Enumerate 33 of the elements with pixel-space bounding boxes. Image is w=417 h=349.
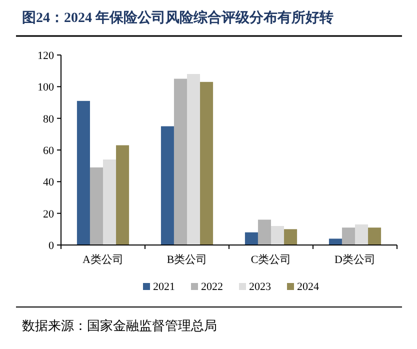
- bar: [103, 160, 116, 245]
- y-tick-label: 0: [48, 240, 54, 252]
- source-note: 数据来源：国家金融监督管理总局: [22, 318, 217, 333]
- bar: [116, 145, 130, 245]
- bar: [174, 78, 187, 245]
- bar: [244, 232, 258, 245]
- bar: [355, 224, 368, 245]
- y-tick-label: 20: [43, 208, 54, 220]
- y-tick-label: 80: [43, 113, 54, 126]
- chart-title: 图24：2024 年保险公司风险综合评级分布有所好转: [22, 9, 334, 26]
- legend-label: 2022: [201, 281, 223, 293]
- y-tick-label: 40: [43, 176, 54, 189]
- y-tick-label: 100: [38, 82, 54, 94]
- bar: [342, 228, 355, 245]
- x-tick-label: A类公司: [82, 253, 124, 266]
- bar: [258, 220, 271, 245]
- x-tick-label: B类公司: [166, 253, 208, 266]
- x-tick-label: D类公司: [334, 253, 376, 266]
- y-tick-label: 120: [38, 50, 54, 62]
- bar: [200, 82, 214, 245]
- legend-label: 2024: [297, 281, 320, 293]
- x-tick-label: C类公司: [250, 253, 292, 266]
- bar: [90, 167, 103, 245]
- bar: [187, 74, 200, 245]
- bar: [328, 238, 342, 245]
- bar: [76, 100, 90, 245]
- bar: [160, 126, 174, 245]
- bar: [284, 229, 298, 245]
- bar: [368, 228, 382, 245]
- y-tick-label: 60: [43, 145, 54, 157]
- bar: [271, 226, 284, 245]
- legend-label: 2021: [153, 281, 175, 293]
- legend-label: 2023: [249, 281, 272, 293]
